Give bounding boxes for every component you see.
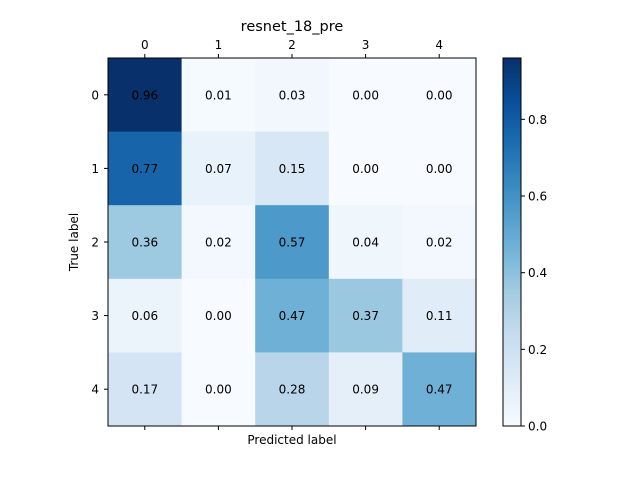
cell-value-label: 0.77 bbox=[131, 162, 158, 176]
x-tick-label: 2 bbox=[288, 38, 296, 52]
heatmap-cell bbox=[255, 352, 330, 427]
cell-value-label: 0.03 bbox=[279, 88, 306, 102]
heatmap-cell bbox=[255, 278, 330, 353]
cell-value-label: 0.00 bbox=[426, 88, 453, 102]
x-tick-label: 1 bbox=[215, 38, 223, 52]
heatmap-cell-labels: 0.96 0.01 0.03 0.00 0.00 0.77 0.07 0.15 0.00 0.00… bbox=[131, 88, 452, 396]
heatmap-cell bbox=[108, 58, 183, 133]
cell-value-label: 0.28 bbox=[279, 383, 306, 397]
heatmap-cell bbox=[108, 352, 183, 427]
colorbar-gradient bbox=[503, 58, 521, 426]
y-tick-label: 0 bbox=[91, 88, 99, 102]
heatmap-cell bbox=[181, 278, 256, 353]
heatmap-cell bbox=[108, 205, 183, 280]
heatmap-cells bbox=[108, 58, 477, 427]
x-axis-ticks: 0 1 2 3 4 bbox=[141, 38, 443, 430]
heatmap-cell bbox=[255, 205, 330, 280]
colorbar-ticks: 0.0 0.2 0.4 0.6 0.8 bbox=[521, 113, 547, 434]
y-tick-label: 3 bbox=[91, 309, 99, 323]
cell-value-label: 0.47 bbox=[426, 383, 453, 397]
heatmap-cell bbox=[328, 278, 403, 353]
cell-value-label: 0.09 bbox=[352, 383, 379, 397]
cell-value-label: 0.11 bbox=[426, 309, 453, 323]
y-tick-label: 2 bbox=[91, 236, 99, 250]
heatmap-cell bbox=[255, 58, 330, 133]
x-tick-label: 3 bbox=[362, 38, 370, 52]
heatmap-cell bbox=[402, 278, 477, 353]
heatmap-cell bbox=[328, 58, 403, 133]
cell-value-label: 0.57 bbox=[279, 236, 306, 250]
heatmap-cell bbox=[328, 131, 403, 206]
colorbar-frame bbox=[502, 57, 522, 427]
heatmap-cell bbox=[328, 205, 403, 280]
cell-value-label: 0.04 bbox=[352, 236, 379, 250]
cell-value-label: 0.06 bbox=[131, 309, 158, 323]
heatmap-cell bbox=[181, 58, 256, 133]
colorbar-tick-label: 0.6 bbox=[528, 190, 547, 204]
heatmap-cell bbox=[328, 352, 403, 427]
y-axis-label: True label bbox=[67, 213, 81, 272]
cell-value-label: 0.00 bbox=[205, 309, 232, 323]
colorbar-tick-label: 0.0 bbox=[528, 420, 547, 434]
y-axis-ticks: 0 1 2 3 4 bbox=[91, 88, 108, 397]
colorbar-tick-label: 0.8 bbox=[528, 113, 547, 127]
y-tick-label: 4 bbox=[91, 383, 99, 397]
cell-value-label: 0.07 bbox=[205, 162, 232, 176]
x-tick-label: 0 bbox=[141, 38, 149, 52]
cell-value-label: 0.02 bbox=[426, 236, 453, 250]
x-tick-label: 4 bbox=[435, 38, 443, 52]
cell-value-label: 0.00 bbox=[352, 162, 379, 176]
cell-value-label: 0.47 bbox=[279, 309, 306, 323]
cell-value-label: 0.00 bbox=[426, 162, 453, 176]
colorbar: 0.0 0.2 0.4 0.6 0.8 bbox=[502, 57, 547, 434]
cell-value-label: 0.17 bbox=[131, 383, 158, 397]
cell-value-label: 0.00 bbox=[205, 383, 232, 397]
y-tick-label: 1 bbox=[91, 162, 99, 176]
chart-title: resnet_18_pre bbox=[241, 19, 344, 35]
heatmap-cell bbox=[108, 131, 183, 206]
cell-value-label: 0.96 bbox=[131, 88, 158, 102]
heatmap-cell bbox=[402, 352, 477, 427]
cell-value-label: 0.15 bbox=[279, 162, 306, 176]
heatmap-cell bbox=[255, 131, 330, 206]
cell-value-label: 0.02 bbox=[205, 236, 232, 250]
colorbar-tick-label: 0.4 bbox=[528, 266, 547, 280]
heatmap-cell bbox=[181, 352, 256, 427]
heatmap-cell bbox=[402, 58, 477, 133]
heatmap-cell bbox=[402, 131, 477, 206]
x-axis-label: Predicted label bbox=[247, 433, 336, 447]
cell-value-label: 0.36 bbox=[131, 236, 158, 250]
heatmap-cell bbox=[108, 278, 183, 353]
cell-value-label: 0.37 bbox=[352, 309, 379, 323]
colorbar-tick-label: 0.2 bbox=[528, 343, 547, 357]
heatmap-cell bbox=[402, 205, 477, 280]
heatmap-cell bbox=[181, 205, 256, 280]
heatmap-cell bbox=[181, 131, 256, 206]
cell-value-label: 0.00 bbox=[352, 88, 379, 102]
cell-value-label: 0.01 bbox=[205, 88, 232, 102]
